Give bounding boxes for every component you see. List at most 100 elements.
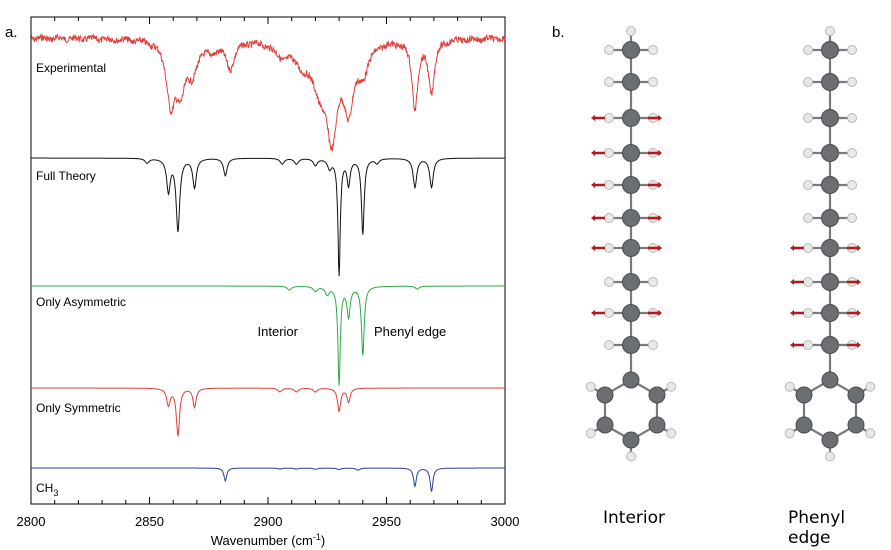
hydrogen-atom [648, 340, 658, 350]
hydrogen-atom [803, 308, 813, 318]
vibration-arrowhead [790, 310, 794, 316]
carbon-atom [622, 371, 640, 389]
hydrogen-atom [847, 180, 857, 190]
spectra-plot: 2800 2850 2900 2950 3000 Experimental Full Th… [17, 16, 520, 548]
hydrogen-atom [604, 277, 614, 287]
hydrogen-atom [585, 428, 596, 439]
hydrogen-atom [803, 77, 813, 87]
hydrogen-atom [847, 77, 857, 87]
hydrogen-atom [803, 277, 813, 287]
vibration-arrowhead [591, 182, 595, 188]
hydrogen-atom [648, 77, 658, 87]
x-axis-ticks: 2800 2850 2900 2950 3000 [17, 17, 520, 529]
series-line-3 [31, 285, 505, 386]
vibration-arrowhead [591, 245, 595, 251]
carbon-atom [821, 41, 839, 59]
hydrogen-atom [847, 148, 857, 158]
carbon-atom [596, 386, 614, 404]
vibration-arrowhead [658, 115, 662, 121]
vibration-arrowhead [857, 245, 861, 251]
vibration-arrowhead [857, 342, 861, 348]
vibration-arrowhead [658, 150, 662, 156]
hydrogen-atom [865, 381, 876, 392]
caption-interior: Interior [603, 508, 666, 528]
carbon-atom [622, 109, 640, 127]
panel-label-a: a. [5, 24, 18, 41]
carbon-atom [622, 41, 640, 59]
hydrogen-atom [803, 340, 813, 350]
carbon-atom [821, 239, 839, 257]
trace-label-2: Full Theory [36, 169, 96, 183]
hydrogen-atom [847, 113, 857, 123]
carbon-atom [795, 416, 813, 434]
vibration-arrowhead [790, 342, 794, 348]
hydrogen-atom [803, 213, 813, 223]
hydrogen-atom [626, 26, 636, 36]
x-tick-label: 2800 [17, 514, 46, 529]
hydrogen-atom [604, 148, 614, 158]
carbon-atom [622, 273, 640, 291]
trace-label-4: Only Symmetric [36, 401, 121, 415]
x-tick-label: 3000 [491, 514, 520, 529]
x-tick-label: 2950 [372, 514, 401, 529]
carbon-atom [622, 176, 640, 194]
annotation-interior: Interior [258, 324, 299, 339]
hydrogen-atom [803, 243, 813, 253]
carbon-atom [847, 386, 865, 404]
hydrogen-atom [604, 77, 614, 87]
x-axis-label: Wavenumber (cm-1) [211, 532, 325, 548]
series-line-1 [30, 32, 506, 152]
hydrogen-atom [604, 340, 614, 350]
vibration-arrowhead [658, 245, 662, 251]
vibration-arrowhead [591, 115, 595, 121]
carbon-atom [821, 73, 839, 91]
hydrogen-atom [825, 451, 835, 462]
hydrogen-atom [847, 213, 857, 223]
carbon-atom [821, 109, 839, 127]
trace-label-1: Experimental [36, 61, 106, 75]
carbon-atom [648, 416, 666, 434]
trace-label-5: CH3 [36, 481, 58, 498]
molecule-illustrations [585, 26, 876, 462]
hydrogen-atom [784, 428, 795, 439]
series-line-2 [31, 157, 505, 277]
vibration-arrowhead [658, 215, 662, 221]
panel-label-b: b. [552, 24, 565, 41]
carbon-atom [648, 386, 666, 404]
hydrogen-atom [865, 428, 876, 439]
vibration-arrowhead [857, 279, 861, 285]
hydrogen-atom [666, 428, 677, 439]
carbon-atom [622, 304, 640, 322]
carbon-atom [821, 336, 839, 354]
carbon-atom [622, 336, 640, 354]
hydrogen-atom [585, 381, 596, 392]
hydrogen-atom [803, 180, 813, 190]
hydrogen-atom [648, 277, 658, 287]
hydrogen-atom [604, 308, 614, 318]
carbon-atom [821, 176, 839, 194]
carbon-atom [821, 304, 839, 322]
carbon-atom [622, 431, 640, 449]
hydrogen-atom [604, 113, 614, 123]
carbon-atom [821, 431, 839, 449]
plot-frame [30, 16, 506, 505]
trace-label-3: Only Asymmetric [36, 295, 126, 309]
carbon-atom [821, 209, 839, 227]
hydrogen-atom [604, 243, 614, 253]
vibration-arrowhead [790, 245, 794, 251]
hydrogen-atom [825, 26, 835, 36]
series-line-5 [31, 467, 505, 492]
vibration-arrowhead [658, 310, 662, 316]
hydrogen-atom [604, 45, 614, 55]
hydrogen-atom [803, 113, 813, 123]
carbon-atom [596, 416, 614, 434]
trace-labels: Experimental Full Theory Only Asymmetric On… [36, 61, 126, 498]
hydrogen-atom [784, 381, 795, 392]
carbon-atom [622, 239, 640, 257]
hydrogen-atom [648, 45, 658, 55]
x-tick-label: 2850 [135, 514, 164, 529]
carbon-atom [821, 371, 839, 389]
vibration-arrowhead [591, 150, 595, 156]
x-tick-label: 2900 [254, 514, 283, 529]
